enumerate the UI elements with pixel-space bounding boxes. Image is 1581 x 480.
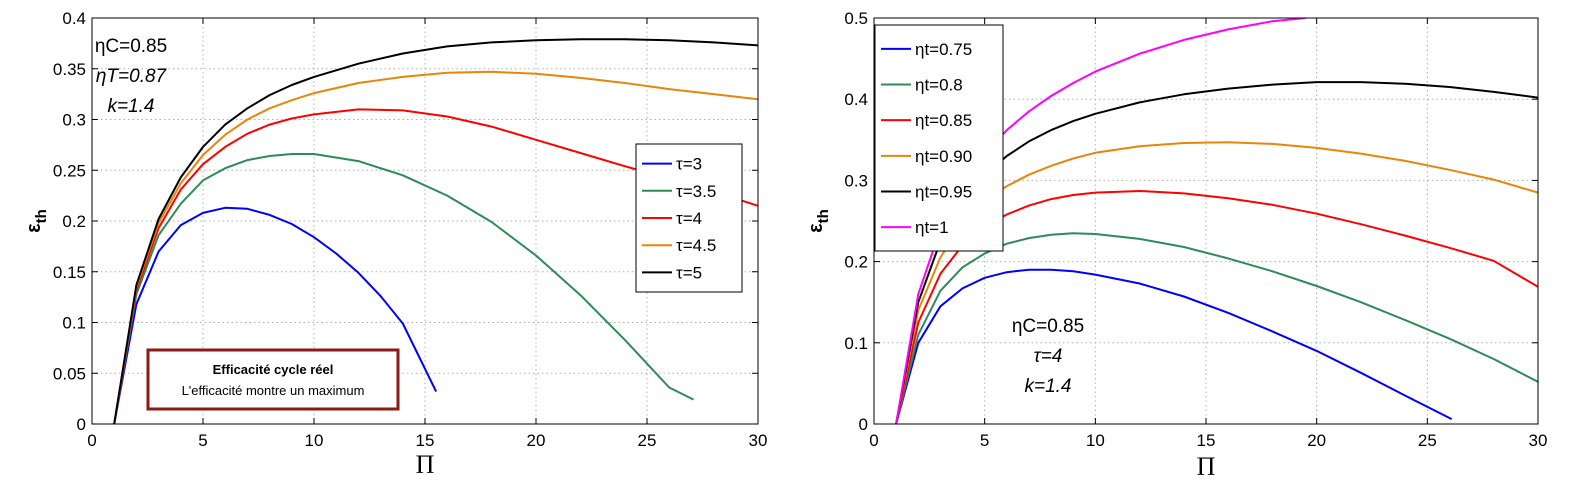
annotation-text: k=1.4	[1024, 376, 1071, 397]
y-tick-label: 0.35	[53, 60, 86, 79]
legend-label: τ=4.5	[676, 236, 716, 255]
legend-label: ηt=0.95	[915, 183, 972, 202]
x-tick-label: 10	[1086, 431, 1105, 450]
annotation-text: ηT=0.87	[96, 66, 168, 87]
legend-label: ηt=1	[915, 218, 949, 237]
annotation-text: τ=4	[1034, 346, 1063, 367]
legend-label: τ=4	[676, 209, 702, 228]
annotation-text: ηC=0.85	[1012, 316, 1084, 337]
legend-label: ηt=0.85	[915, 111, 972, 130]
x-tick-label: 20	[527, 431, 546, 450]
x-tick-label: 30	[1529, 431, 1548, 450]
annotation-box	[146, 348, 400, 411]
x-tick-label: 25	[1418, 431, 1437, 450]
x-tick-label: 25	[638, 431, 657, 450]
x-axis-label: Π	[416, 450, 435, 479]
y-tick-label: 0.1	[844, 334, 868, 353]
x-tick-label: 15	[1197, 431, 1216, 450]
series-line-3	[113, 108, 758, 424]
x-tick-label: 5	[198, 431, 207, 450]
y-axis-label-main: ε	[805, 223, 827, 233]
legend-label: τ=5	[676, 263, 702, 282]
y-axis-label-main: ε	[23, 223, 45, 233]
x-tick-label: 30	[749, 431, 768, 450]
annotation-box-title: Efficacité cycle réel	[213, 362, 334, 377]
legend-label: ηt=0.75	[915, 40, 972, 59]
x-axis-label: Π	[1197, 452, 1216, 480]
series-line-5	[113, 38, 758, 424]
y-tick-label: 0.3	[62, 111, 86, 130]
y-tick-label: 0	[77, 415, 86, 434]
y-tick-label: 0.15	[53, 263, 86, 282]
series-line-4	[113, 70, 758, 424]
legend-label: τ=3.5	[676, 182, 716, 201]
annotation-text: k=1.4	[107, 96, 154, 117]
annotation-text: ηC=0.85	[95, 36, 167, 57]
x-tick-label: 15	[416, 431, 435, 450]
legend-label: ηt=0.8	[915, 76, 963, 95]
x-tick-label: 5	[980, 431, 989, 450]
y-tick-label: 0.4	[62, 9, 86, 28]
legend-label: ηt=0.90	[915, 147, 972, 166]
y-tick-label: 0.2	[844, 253, 868, 272]
panel-1: 0 5 10 15 20 25 30 0 0.05 0.1 0.15 0.2 0.25 0.3 0.35 0.…	[23, 9, 767, 479]
annotation-box-text: L'efficacité montre un maximum	[182, 383, 365, 398]
y-axis-label: εth	[23, 209, 50, 233]
y-axis-label-sub: th	[33, 209, 50, 223]
y-tick-label: 0.4	[844, 90, 868, 109]
series-group	[113, 38, 758, 424]
y-tick-label: 0.5	[844, 9, 868, 28]
y-axis-label-sub: th	[815, 209, 832, 223]
series-line-2	[113, 153, 695, 424]
y-tick-label: 0.3	[844, 171, 868, 190]
legend-label: τ=3	[676, 155, 702, 174]
y-tick-label: 0.2	[62, 212, 86, 231]
series-line-1	[895, 268, 1453, 424]
x-tick-label: 0	[869, 431, 878, 450]
series-line-2	[895, 232, 1538, 424]
x-tick-label: 0	[87, 431, 96, 450]
y-tick-label: 0.05	[53, 364, 86, 383]
x-tick-label: 20	[1307, 431, 1326, 450]
y-axis-label: εth	[805, 209, 832, 233]
y-tick-label: 0.25	[53, 161, 86, 180]
y-tick-label: 0.1	[62, 314, 86, 333]
legend-box	[874, 24, 1004, 252]
series-line-1	[113, 206, 437, 424]
y-tick-label: 0	[859, 415, 868, 434]
x-tick-label: 10	[305, 431, 324, 450]
